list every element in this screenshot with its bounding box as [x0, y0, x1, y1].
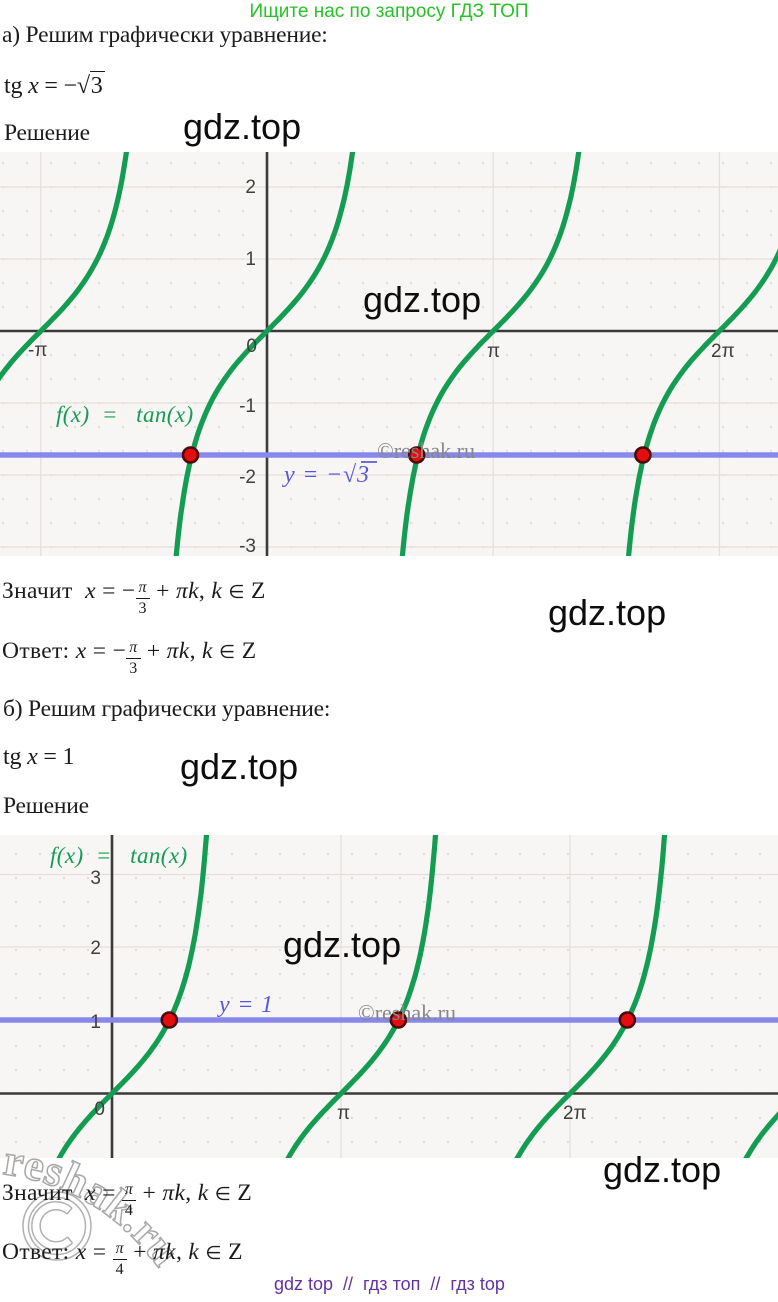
svg-text:-2: -2 [239, 467, 256, 488]
svg-text:f(x) = tan(x): f(x) = tan(x) [50, 843, 188, 868]
svg-text:3: 3 [90, 868, 101, 889]
svg-text:2π: 2π [563, 1103, 587, 1124]
svg-text:-1: -1 [239, 396, 256, 417]
svg-text:1: 1 [90, 1012, 101, 1033]
svg-text:-3: -3 [239, 536, 256, 556]
svg-text:π: π [487, 341, 500, 362]
svg-text:1: 1 [245, 249, 256, 270]
svg-text:0: 0 [246, 336, 257, 357]
svg-text:2π: 2π [711, 341, 735, 362]
svg-text:2: 2 [245, 177, 256, 198]
svg-text:y = −√3: y = −√3 [282, 462, 370, 488]
svg-text:-π: -π [28, 340, 47, 361]
svg-text:2: 2 [90, 938, 101, 959]
svg-text:f(x) = tan(x): f(x) = tan(x) [56, 402, 194, 427]
svg-text:π: π [337, 1103, 350, 1124]
svg-text:0: 0 [94, 1099, 105, 1120]
svg-text:y = 1: y = 1 [217, 992, 274, 1018]
